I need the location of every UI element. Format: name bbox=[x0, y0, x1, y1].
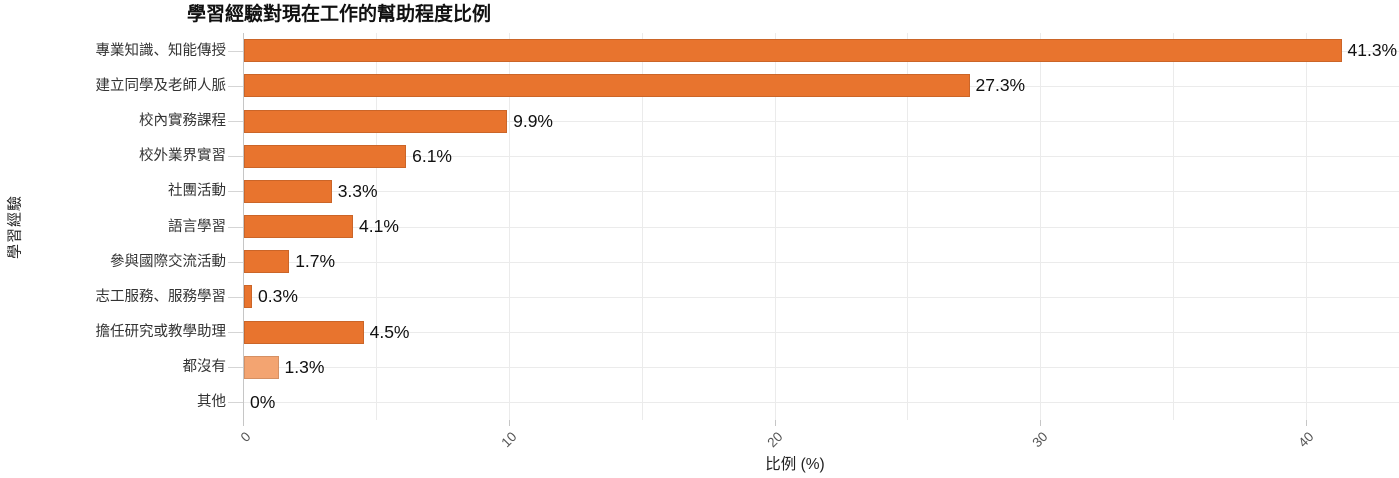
bar bbox=[244, 109, 508, 133]
y-tick-mark bbox=[228, 226, 243, 228]
category-label: 都沒有 bbox=[182, 359, 227, 376]
bar bbox=[244, 215, 353, 238]
x-axis-title: 比例 (%) bbox=[765, 456, 825, 473]
value-label: 3.3% bbox=[337, 180, 378, 201]
x-tick-mark bbox=[1040, 420, 1042, 426]
gridline-horizontal bbox=[243, 226, 1399, 228]
y-tick-mark bbox=[228, 296, 243, 298]
plot-area: 41.3% 27.3% 9.9% 6.1% 3.3% 4.1% 1.7% 0.3% 4.5% 1.… bbox=[243, 33, 1399, 426]
category-label: 社團活動 bbox=[168, 183, 226, 200]
x-tick-label: 40 bbox=[1295, 429, 1317, 451]
x-tick-mark bbox=[243, 420, 244, 426]
value-label: 4.5% bbox=[369, 321, 410, 342]
gridline-horizontal bbox=[243, 121, 1399, 122]
x-tick-mark bbox=[774, 420, 776, 426]
x-tick-label: 20 bbox=[763, 429, 786, 451]
chart-title: 學習經驗對現在工作的幫助程度比例 bbox=[187, 4, 492, 25]
category-label: 擔任研究或教學助理 bbox=[95, 324, 227, 340]
category-label: 專業知識、知能傳授 bbox=[95, 42, 227, 59]
y-tick-mark bbox=[228, 85, 243, 87]
category-label: 語言學習 bbox=[168, 218, 226, 235]
value-label: 0% bbox=[250, 391, 276, 412]
value-label: 27.3% bbox=[975, 75, 1026, 96]
gridline-horizontal bbox=[243, 296, 1399, 298]
bar bbox=[244, 74, 970, 98]
gridline-horizontal bbox=[243, 156, 1399, 158]
category-label: 校內實務課程 bbox=[139, 113, 226, 129]
x-tick-label: 0 bbox=[237, 429, 254, 445]
bar bbox=[244, 285, 252, 309]
x-tick-label: 10 bbox=[498, 429, 520, 451]
value-label: 0.3% bbox=[258, 286, 298, 307]
y-tick-mark bbox=[228, 156, 243, 158]
x-tick-mark bbox=[508, 420, 510, 426]
bar bbox=[244, 320, 364, 344]
gridline-horizontal bbox=[243, 402, 1399, 404]
y-tick-mark bbox=[228, 121, 243, 122]
gridline-horizontal bbox=[243, 367, 1399, 369]
y-tick-mark bbox=[228, 367, 243, 369]
category-label: 校外業界實習 bbox=[139, 148, 226, 165]
value-label: 1.3% bbox=[284, 356, 325, 377]
gridline-horizontal bbox=[243, 261, 1399, 263]
value-label: 6.1% bbox=[412, 145, 452, 166]
x-tick-label: 30 bbox=[1029, 429, 1051, 451]
x-tick-mark bbox=[1306, 420, 1307, 426]
y-tick-mark bbox=[228, 191, 243, 193]
y-tick-mark bbox=[228, 50, 243, 52]
category-label: 建立同學及老師人脈 bbox=[95, 77, 227, 94]
y-tick-mark bbox=[228, 332, 243, 333]
category-label: 其他 bbox=[197, 394, 226, 411]
bar bbox=[244, 355, 279, 379]
y-tick-mark bbox=[228, 261, 243, 263]
gridline-horizontal bbox=[243, 191, 1399, 193]
value-label: 1.7% bbox=[295, 251, 336, 272]
bar bbox=[244, 179, 332, 203]
value-label: 9.9% bbox=[513, 110, 553, 131]
gridline-horizontal bbox=[243, 332, 1399, 333]
bar bbox=[244, 144, 407, 168]
category-label: 參與國際交流活動 bbox=[110, 253, 226, 270]
category-label: 志工服務、服務學習 bbox=[95, 288, 227, 305]
bar bbox=[244, 250, 290, 274]
y-tick-mark bbox=[228, 402, 243, 404]
value-label: 41.3% bbox=[1347, 40, 1398, 61]
bar bbox=[244, 39, 1342, 63]
y-axis-line bbox=[243, 33, 244, 426]
value-label: 4.1% bbox=[359, 216, 399, 236]
